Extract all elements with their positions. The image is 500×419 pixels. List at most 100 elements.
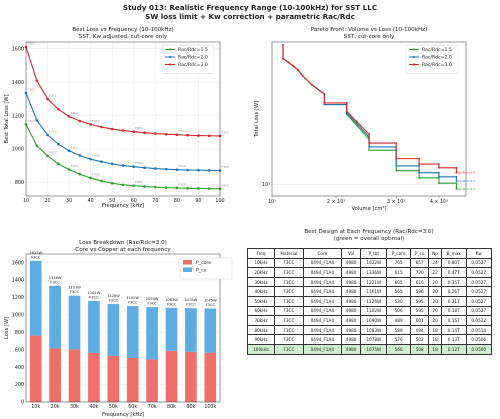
table-cell: 50kHz	[246, 295, 276, 307]
table-cell: 20	[428, 286, 442, 297]
table-header-cell: Vol	[340, 248, 362, 259]
table-cell: F3CC	[274, 295, 304, 307]
legend-label: Rac/Rdc=2.0	[422, 55, 452, 61]
chart3-bar-p-core	[107, 355, 120, 402]
chart2-data-point	[418, 163, 420, 165]
table-cell: 20	[428, 295, 442, 307]
table-cell: 502	[410, 334, 430, 345]
chart2-title: Pareto Front: Volume vs Loss (10-100kHz)	[311, 27, 428, 33]
chart3-ytick-label: 1200	[12, 295, 24, 301]
chart1-point-label: F3CC	[135, 180, 143, 184]
chart1-data-point	[186, 133, 189, 137]
table-cell: 0494_F1A4	[302, 295, 342, 307]
table-cell: 530	[386, 295, 412, 307]
chart2-data-point	[355, 124, 358, 127]
chart3-bar-p-core	[146, 359, 158, 402]
table-cell: F3CC	[274, 286, 304, 297]
chart1-data-point	[207, 187, 211, 190]
chart1-data-point	[186, 187, 189, 190]
table-cell: 4980	[340, 276, 362, 288]
chart2-series-line	[282, 45, 457, 173]
table-cell: F3CC	[274, 324, 304, 336]
chart1-data-point	[67, 115, 71, 118]
chart1-point-label: F3CC	[178, 164, 186, 168]
chart2-data-point	[438, 182, 440, 185]
chart3-xlabel: Frequency [kHz]	[102, 412, 144, 418]
chart2-data-point	[418, 176, 420, 179]
table-cell: 0494_F1A4	[302, 315, 342, 326]
chart3-bar-p-cu	[49, 285, 61, 349]
chart2-xtick-label: 4 × 10³	[430, 199, 448, 205]
table-cell: 1075W	[360, 343, 388, 355]
chart3-core-label: F3CC	[89, 295, 99, 299]
table-cell: 589	[386, 324, 412, 336]
chart2-data-point	[323, 103, 326, 106]
table-cell: F3CC	[274, 267, 304, 278]
chart2-data-point	[297, 69, 300, 71]
chart1-point-label: F3CC	[49, 150, 57, 154]
chart2-data-point	[355, 122, 358, 125]
chart1-data-point	[110, 162, 114, 166]
chart1-data-point	[154, 185, 157, 189]
chart2-xtick-label: 3 × 10³	[387, 199, 405, 205]
table-cell: 20kHz	[246, 267, 276, 278]
chart1-data-point	[175, 186, 179, 190]
table-cell: 0.80T	[440, 257, 467, 269]
legend-label: Rac/Rdc=3.0	[422, 62, 452, 68]
chart1-point-label: F3CC	[28, 42, 36, 46]
table-header-cell: P_tot	[360, 248, 388, 259]
chart1-point-label: F3CC	[28, 88, 36, 92]
table-cell: 489	[386, 315, 412, 326]
table-cell: 0.13T	[440, 334, 467, 345]
chart1-ylabel: Best Total Loss [W]	[4, 94, 10, 143]
chart2-data-point	[301, 75, 304, 77]
chart3-core-label: F3CC	[31, 255, 41, 259]
table-cell: 20	[428, 315, 442, 326]
table-cell: 0.14T	[440, 324, 467, 336]
table-header-cell: P_cu	[410, 248, 430, 259]
chart2-frame	[271, 41, 467, 197]
chart1-point-label: F3CC	[49, 93, 57, 97]
chart3-xtick-label: 50k	[109, 404, 118, 410]
table-cell: 1126W	[360, 295, 388, 307]
chart2-data-point	[395, 169, 398, 172]
chart1-data-point	[46, 97, 49, 101]
table-cell: 494	[410, 324, 430, 336]
chart2-data-point	[438, 175, 440, 178]
chart1-point-label: F3CC	[49, 129, 57, 133]
chart1-data-point	[35, 144, 39, 148]
table-row: 100kHz F3CC 0494_F1A4 4980 1075W 566 508 18 0.12…	[246, 343, 493, 355]
chart1-point-label: F3CC	[92, 172, 100, 176]
chart1-point-label: F3CC	[135, 161, 143, 165]
table-cell: 1161W	[360, 286, 388, 297]
chart3-total-label: 1078W	[185, 298, 198, 302]
table-cell: 4980	[340, 295, 362, 307]
chart3-bar-p-core	[204, 352, 217, 402]
chart1-point-label: F3CC	[135, 126, 143, 130]
table-cell: 565	[386, 286, 412, 297]
table-cell: 596	[410, 286, 430, 297]
chart1-xtick-label: 40	[88, 198, 94, 204]
chart1-data-point	[164, 167, 168, 171]
legend-swatch	[183, 267, 192, 272]
chart3-core-label: F3CC	[50, 280, 60, 284]
chart1-point-label: F3CC	[222, 130, 230, 134]
chart3-bar-p-core	[49, 348, 61, 402]
legend-marker	[412, 63, 416, 66]
chart1-title: Best Loss vs Frequency (10-100kHz)	[72, 27, 173, 33]
chart1-xtick-label: 10	[23, 198, 29, 204]
table-cell: 20	[428, 305, 442, 317]
chart2-data-point	[368, 149, 371, 152]
chart1-data-point	[89, 157, 92, 161]
chart2-data-point	[438, 166, 440, 169]
best-design-table: Freq Material Core Vol P_tot P_core P_cu Np B_ma…	[246, 248, 493, 355]
chart1-data-point	[186, 168, 189, 172]
chart1-point-label: F3CC	[71, 164, 79, 168]
chart1-data-point	[154, 132, 157, 135]
chart3-title: Loss Breakdown (Rac/Rdc=3.0)	[79, 240, 167, 246]
chart3-bar-p-core	[185, 351, 197, 402]
chart1-subtitle: SST, Kw adjusted, cut-core only	[79, 34, 168, 40]
chart1-data-point	[143, 131, 146, 135]
chart2-data-point	[418, 165, 420, 167]
chart1-data-point	[78, 119, 82, 123]
